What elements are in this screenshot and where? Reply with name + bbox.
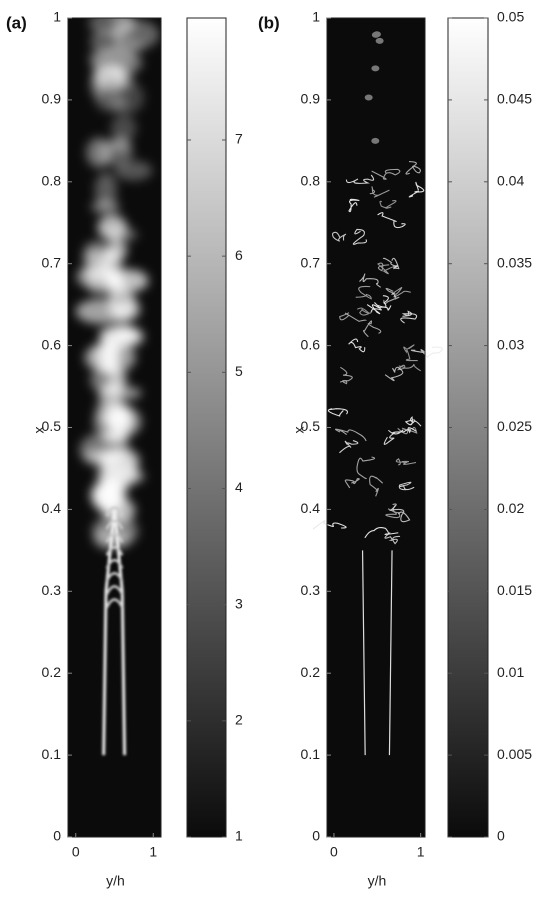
y-tick-label: 0.7 [42,254,62,270]
plume-blob [111,115,137,141]
y-tick-label: 0.1 [42,746,62,762]
plume-blob [105,273,121,300]
x-tick-label: 0 [330,844,338,860]
plume-blob [82,251,115,267]
colorbar-tick-label: 7 [235,131,243,147]
x-axis-label: y/h [368,873,387,889]
x-tick-label: 1 [149,844,157,860]
plume-blob [94,404,142,439]
y-tick-label: 0.2 [42,664,62,680]
y-tick-label: 0.4 [42,500,62,516]
colorbar-tick-label: 4 [235,479,243,495]
figure: 00.10.20.30.40.50.60.70.80.9101y/hx(a)12… [0,0,542,898]
colorbar-tick-label: 0.04 [497,173,524,189]
y-tick-label: 0.3 [301,582,321,598]
colorbar-tick-label: 6 [235,247,243,263]
colorbar-tick-label: 0 [497,828,505,844]
y-tick-label: 0.6 [42,336,62,352]
plume-blob [104,228,138,242]
front-blob [376,38,384,44]
colorbar [448,18,488,837]
colorbar-tick-label: 0.045 [497,91,532,107]
y-tick-label: 1 [312,9,320,25]
panel-label: (b) [258,13,280,32]
y-tick-label: 0.7 [301,254,321,270]
plume-blob [91,200,120,214]
x-tick-label: 0 [72,844,80,860]
colorbar-tick-label: 3 [235,595,243,611]
colorbar-tick-label: 0.015 [497,582,532,598]
plume-blob [112,9,134,37]
y-tick-label: 0.8 [301,173,321,189]
colorbar-tick-label: 0.03 [497,336,524,352]
plume-blob [95,482,127,510]
y-tick-label: 0.2 [301,664,321,680]
colorbar-tick-label: 2 [235,712,243,728]
y-tick-label: 0.3 [42,582,62,598]
plume-blob [76,299,127,324]
y-tick-label: 0 [312,828,320,844]
y-tick-label: 1 [53,9,61,25]
y-tick-label: 0 [53,828,61,844]
plume-blob [108,81,145,115]
front-blob [371,65,379,71]
y-tick-label: 0.9 [42,91,62,107]
plume-blob [108,366,126,393]
colorbar-tick-label: 1 [235,828,243,844]
colorbar-tick-label: 5 [235,363,243,379]
y-axis-label: x [31,427,47,434]
y-tick-label: 0.4 [301,500,321,516]
front-blob [365,95,373,101]
panel-label: (a) [6,13,27,32]
colorbar-tick-label: 0.02 [497,500,524,516]
x-axis-label: y/h [106,873,125,889]
colorbar [187,18,226,837]
y-tick-label: 0.9 [301,91,321,107]
plume-blob [89,46,136,69]
x-tick-label: 1 [417,844,425,860]
colorbar-tick-label: 0.01 [497,664,524,680]
colorbar-tick-label: 0.005 [497,746,532,762]
plume-blob [113,325,135,345]
y-axis-label: x [291,427,307,434]
colorbar-tick-label: 0.035 [497,254,532,270]
plume-blob [98,139,133,166]
colorbar-tick-label: 0.05 [497,9,524,25]
plume-blob [91,68,107,100]
y-tick-label: 0.1 [301,746,321,762]
front-blob [373,31,381,37]
colorbar-tick-label: 0.025 [497,418,532,434]
front-blob [371,138,379,144]
y-tick-label: 0.6 [301,336,321,352]
y-tick-label: 0.8 [42,173,62,189]
